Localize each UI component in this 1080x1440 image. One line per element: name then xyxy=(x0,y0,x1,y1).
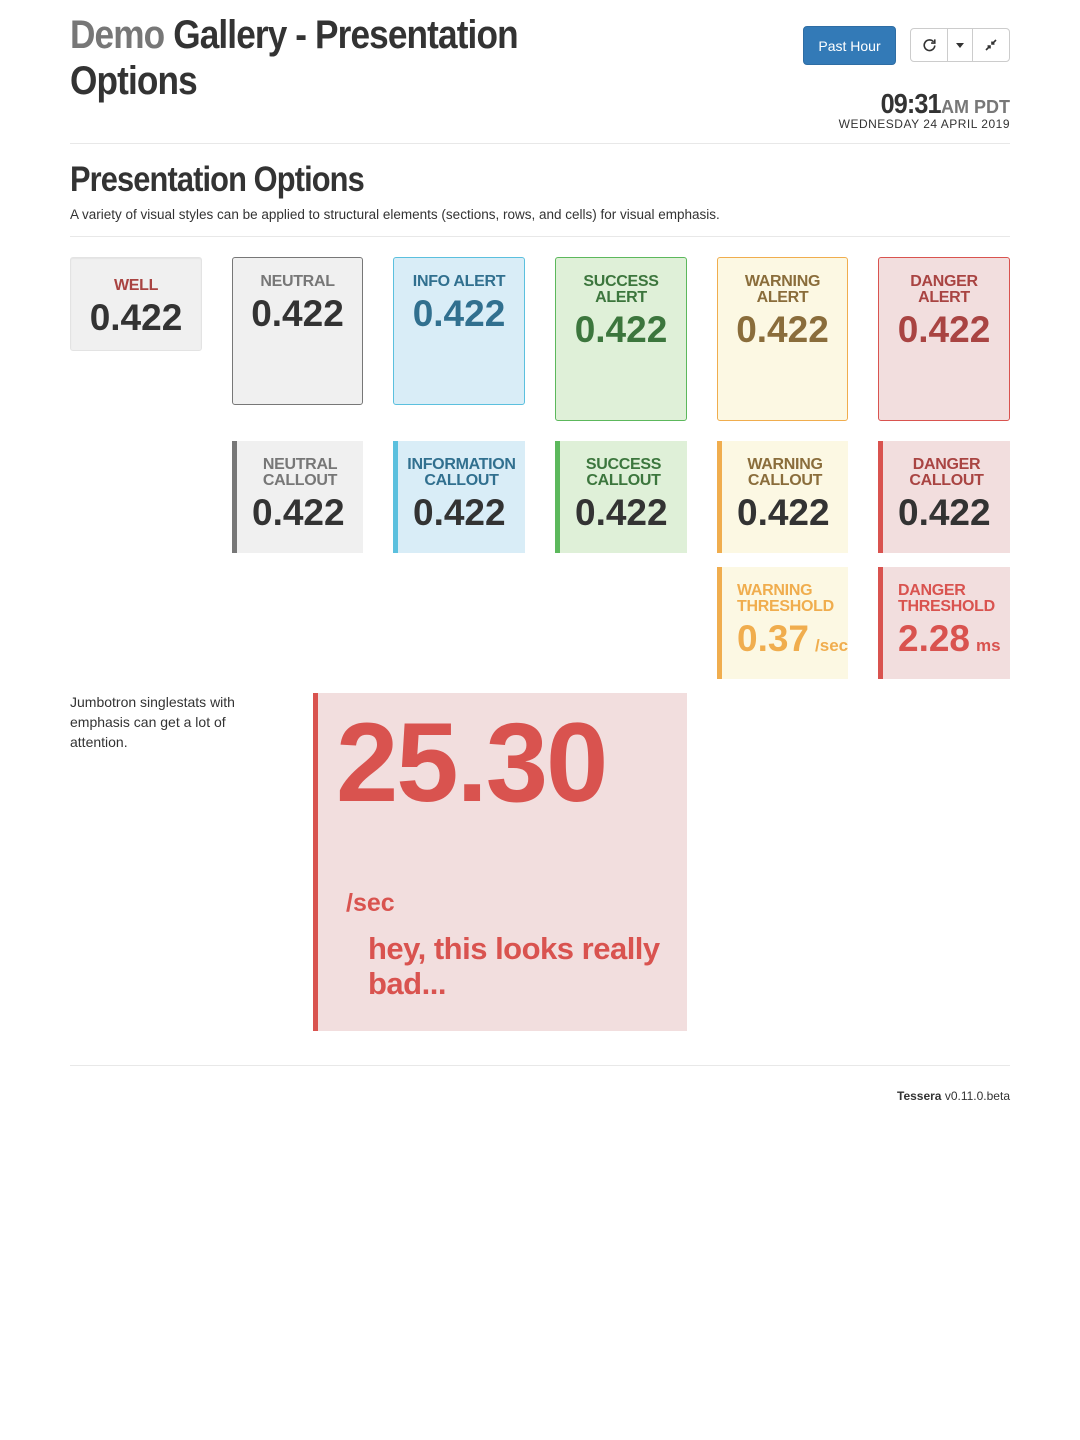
clock-date: WEDNESDAY 24 APRIL 2019 xyxy=(838,117,1010,131)
cell-label: DANGER THRESHOLD xyxy=(898,582,995,615)
cell-label: DANGER CALLOUT xyxy=(909,456,984,489)
info-callout-cell: INFORMATION CALLOUT 0.422 xyxy=(393,441,525,553)
cell-label: WARNING ALERT xyxy=(744,273,821,306)
info-alert-cell: INFO ALERT 0.422 xyxy=(393,257,525,405)
success-callout-cell: SUCCESS CALLOUT 0.422 xyxy=(555,441,687,553)
jumbotron-unit: /sec xyxy=(346,889,395,917)
clock-time: 09:31 xyxy=(881,88,942,119)
cell-value: 0.422 xyxy=(575,492,668,533)
cell-label: DANGER ALERT xyxy=(910,273,978,306)
success-alert-cell: SUCCESS ALERT 0.422 xyxy=(555,257,687,421)
well-cell: WELL 0.422 xyxy=(70,257,202,351)
cell-label: WARNING THRESHOLD xyxy=(737,582,834,615)
section-description: A variety of visual styles can be applie… xyxy=(70,207,720,222)
refresh-button[interactable] xyxy=(911,29,948,61)
divider xyxy=(70,143,1010,144)
compress-icon xyxy=(985,39,997,51)
cell-label: INFORMATION CALLOUT xyxy=(407,456,516,489)
clock-ampm: AM PDT xyxy=(941,97,1010,117)
danger-callout-cell: DANGER CALLOUT 0.422 xyxy=(878,441,1010,553)
title-main: Gallery - Presentation Options xyxy=(70,13,519,103)
cell-value: 0.422 xyxy=(737,492,830,533)
cell-label: SUCCESS CALLOUT xyxy=(585,456,662,489)
clock: 09:31AM PDT WEDNESDAY 24 APRIL 2019 xyxy=(839,88,1010,131)
cell-value: 0.422 xyxy=(412,293,506,334)
cell-unit: ms xyxy=(976,636,1001,655)
divider xyxy=(70,1065,1010,1066)
footer-version: v0.11.0.beta xyxy=(944,1089,1010,1103)
cell-value: 0.37 xyxy=(737,618,810,659)
exit-fullscreen-button[interactable] xyxy=(973,29,1009,61)
refresh-icon xyxy=(922,38,936,51)
jumbotron-value: 25.30 xyxy=(336,700,608,825)
time-range-button[interactable]: Past Hour xyxy=(803,26,896,65)
cell-value: 0.422 xyxy=(252,492,345,533)
danger-threshold-cell: DANGER THRESHOLD 2.28 ms xyxy=(878,567,1010,679)
cell-value: 2.28 xyxy=(898,618,971,659)
cell-value: 0.422 xyxy=(574,309,668,350)
cell-label: NEUTRAL CALLOUT xyxy=(262,456,338,489)
cell-value: 0.422 xyxy=(897,309,991,350)
cell-label: SUCCESS ALERT xyxy=(583,273,659,306)
page-title: Demo Gallery - Presentation Options xyxy=(70,12,563,104)
warning-alert-cell: WARNING ALERT 0.422 xyxy=(717,257,848,421)
cell-value: 0.422 xyxy=(736,309,829,350)
section-title: Presentation Options xyxy=(70,160,365,199)
cell-value-group: 2.28 ms xyxy=(883,619,1010,659)
cell-label: NEUTRAL xyxy=(260,273,335,290)
cell-label: WARNING CALLOUT xyxy=(747,456,823,489)
cell-label: WELL xyxy=(113,277,159,294)
jumbotron-singlestat: 25.30 /sec hey, this looks really bad... xyxy=(313,693,687,1031)
cell-value: 0.422 xyxy=(89,297,183,338)
cell-value: 0.422 xyxy=(251,293,344,334)
dashboard-controls xyxy=(910,28,1010,62)
cell-value-group: 0.37/sec xyxy=(722,619,848,659)
cell-unit: /sec xyxy=(815,636,849,655)
neutral-callout-cell: NEUTRAL CALLOUT 0.422 xyxy=(232,441,363,553)
jumbotron-message: hey, this looks really bad... xyxy=(368,931,660,1001)
caret-down-icon xyxy=(956,42,964,48)
footer: Tessera v0.11.0.beta xyxy=(897,1089,1010,1103)
cell-value: 0.422 xyxy=(898,492,991,533)
dropdown-toggle-button[interactable] xyxy=(948,29,973,61)
neutral-cell: NEUTRAL 0.422 xyxy=(232,257,363,405)
jumbotron-note: Jumbotron singlestats with emphasis can … xyxy=(70,694,235,750)
danger-alert-cell: DANGER ALERT 0.422 xyxy=(878,257,1010,421)
cell-label: INFO ALERT xyxy=(412,273,506,290)
title-category: Demo xyxy=(70,13,165,57)
divider xyxy=(70,236,1010,237)
footer-brand[interactable]: Tessera xyxy=(897,1089,942,1103)
warning-callout-cell: WARNING CALLOUT 0.422 xyxy=(717,441,848,553)
cell-value: 0.422 xyxy=(413,492,506,533)
warning-threshold-cell: WARNING THRESHOLD 0.37/sec xyxy=(717,567,848,679)
